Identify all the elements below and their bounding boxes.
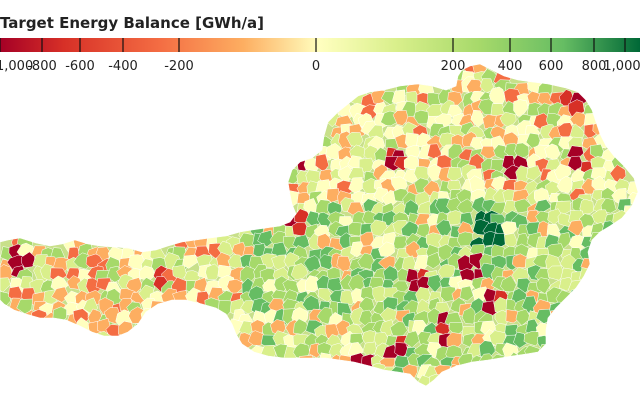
municipality bbox=[449, 363, 464, 381]
municipality bbox=[316, 306, 333, 325]
municipality bbox=[382, 265, 401, 282]
color-scale-bar bbox=[0, 38, 640, 52]
municipality bbox=[0, 277, 11, 293]
municipality bbox=[247, 330, 265, 346]
municipality bbox=[470, 109, 486, 128]
municipality bbox=[298, 355, 315, 371]
municipality bbox=[602, 220, 620, 237]
legend-tick-label: 200 bbox=[441, 59, 466, 74]
municipality bbox=[290, 263, 309, 280]
municipality bbox=[549, 301, 566, 318]
municipality bbox=[405, 240, 421, 259]
municipality bbox=[526, 165, 542, 181]
municipality bbox=[547, 208, 564, 225]
legend-tick-label: 600 bbox=[539, 59, 564, 74]
municipality bbox=[515, 308, 532, 326]
legend-tick-label: -200 bbox=[164, 59, 194, 74]
municipality bbox=[140, 307, 158, 326]
municipality bbox=[127, 254, 146, 270]
municipality bbox=[511, 253, 528, 268]
legend-tick-label: 400 bbox=[498, 59, 523, 74]
municipality bbox=[132, 323, 148, 341]
municipality bbox=[459, 285, 474, 302]
municipality bbox=[317, 287, 334, 303]
municipality bbox=[413, 110, 429, 125]
municipality bbox=[416, 223, 432, 239]
municipality bbox=[569, 111, 588, 128]
legend-tick-label: 800 bbox=[582, 59, 607, 74]
municipality bbox=[623, 205, 638, 219]
municipality bbox=[52, 306, 67, 323]
municipality bbox=[461, 306, 477, 325]
municipality bbox=[257, 229, 274, 248]
legend-tick-label: -400 bbox=[108, 59, 138, 74]
legend-tick-label: 1,000 bbox=[0, 59, 33, 74]
municipality bbox=[556, 176, 573, 194]
municipality bbox=[402, 364, 418, 380]
municipality bbox=[538, 343, 556, 360]
municipality bbox=[348, 222, 363, 237]
legend-title: Target Energy Balance [GWh/a] bbox=[0, 14, 264, 32]
legend-tick-label: -800 bbox=[27, 59, 57, 74]
municipality bbox=[523, 331, 540, 347]
municipality bbox=[403, 330, 421, 349]
municipality bbox=[428, 373, 445, 386]
municipality bbox=[532, 254, 550, 268]
municipality bbox=[21, 251, 36, 268]
municipality bbox=[600, 197, 617, 214]
municipality bbox=[440, 286, 458, 303]
legend-tick-label: 1,000 bbox=[603, 59, 640, 74]
legend-tick-label: -600 bbox=[65, 59, 95, 74]
municipality bbox=[73, 252, 90, 270]
municipality bbox=[516, 277, 534, 294]
municipality bbox=[427, 274, 443, 293]
municipality bbox=[426, 251, 442, 269]
legend-tick-label: 0 bbox=[312, 59, 320, 74]
municipality bbox=[205, 263, 221, 280]
municipality bbox=[182, 254, 198, 269]
municipality bbox=[172, 290, 189, 306]
municipality bbox=[260, 253, 278, 268]
municipality bbox=[457, 231, 474, 247]
municipality bbox=[392, 110, 409, 126]
municipality bbox=[357, 252, 376, 270]
municipality bbox=[514, 142, 530, 159]
austria-border bbox=[0, 63, 639, 387]
municipality bbox=[550, 308, 566, 326]
municipality bbox=[370, 363, 388, 381]
municipality bbox=[446, 210, 465, 226]
municipality bbox=[579, 198, 595, 215]
municipalities bbox=[0, 64, 638, 386]
